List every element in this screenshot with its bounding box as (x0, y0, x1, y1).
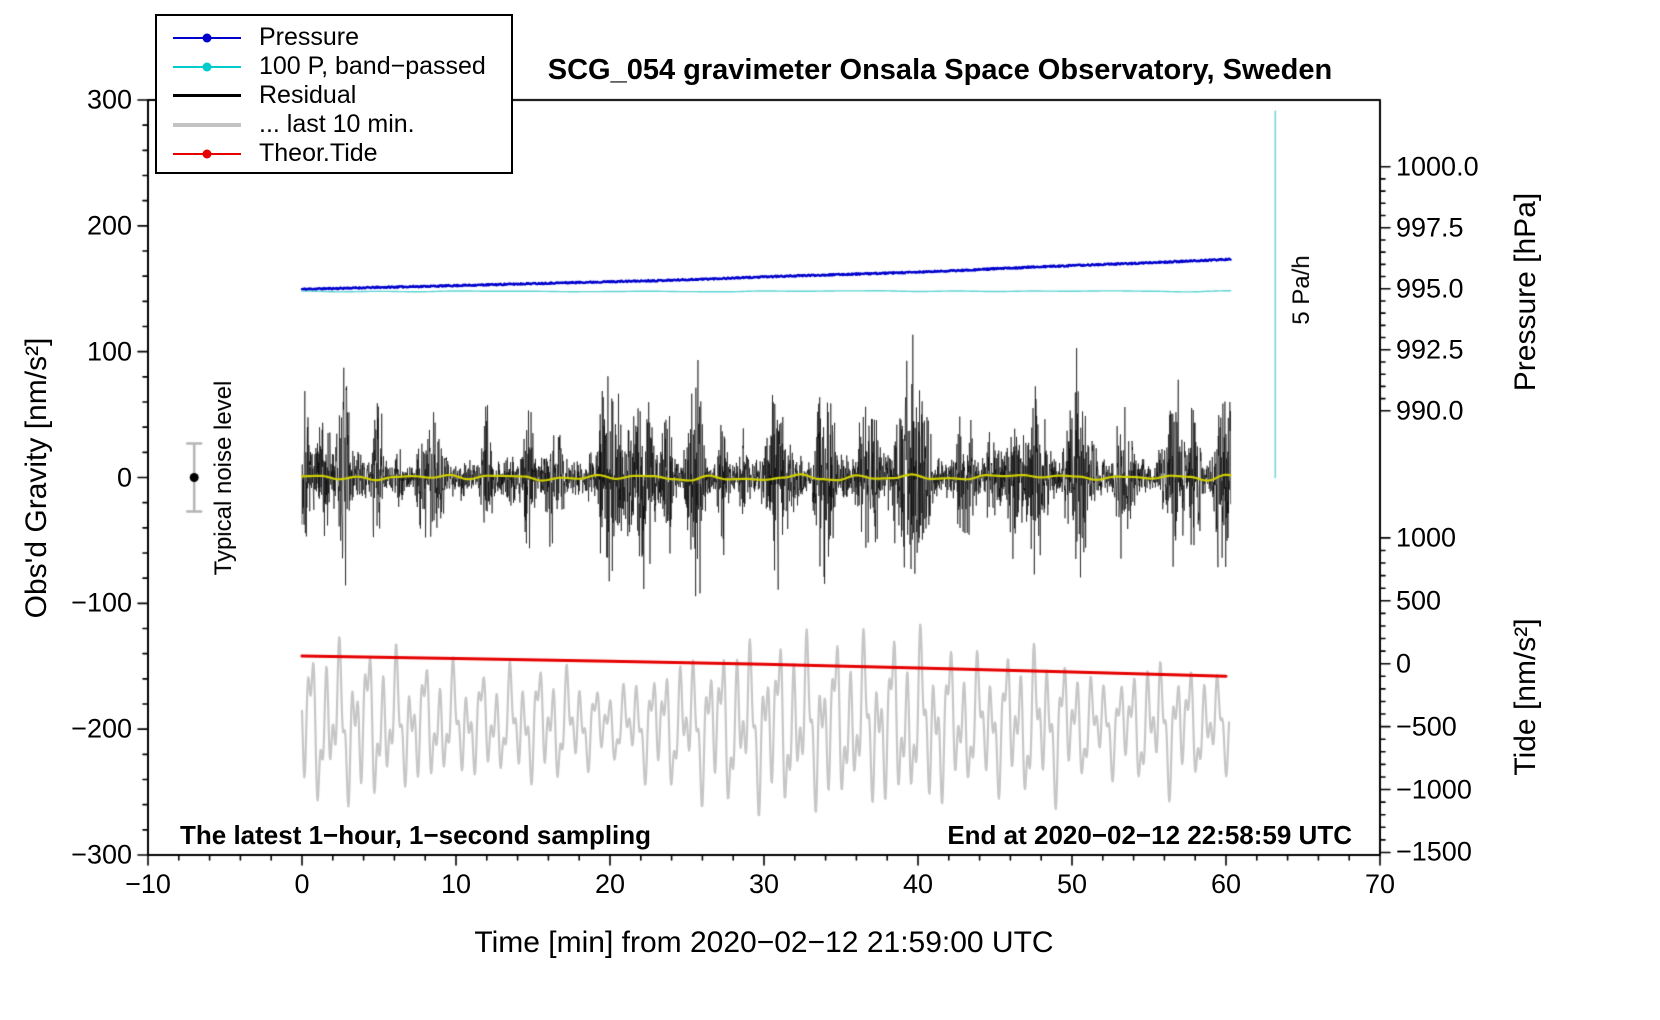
tick-label: −1500 (1396, 836, 1472, 867)
legend: Pressure 100 P, band−passed Residual... la… (155, 14, 513, 174)
tick-label: 997.5 (1396, 212, 1464, 243)
y-axis-label-gravity: Obs'd Gravity [nm/s²] (20, 337, 53, 619)
pressure-rate-label: 5 Pa/h (1288, 255, 1315, 325)
tick-label: −1000 (1396, 774, 1472, 805)
tick-label: 10 (440, 869, 472, 899)
legend-item-label: ... last 10 min. (259, 110, 415, 138)
tick-label: 50 (1056, 869, 1088, 899)
tick-label: 0 (294, 869, 310, 899)
legend-item-label: 100 P, band−passed (259, 52, 486, 80)
chart-title: SCG_054 gravimeter Onsala Space Observat… (547, 54, 1333, 86)
tick-label: 70 (1364, 869, 1396, 899)
tick-label: 990.0 (1396, 395, 1464, 426)
tick-label: 300 (86, 84, 132, 115)
legend-item: ... last 10 min. (157, 110, 511, 139)
legend-item-label: Theor.Tide (259, 139, 378, 167)
tick-label: −300 (71, 839, 132, 870)
legend-marker (173, 32, 241, 44)
tick-label: 40 (902, 869, 934, 899)
tick-label: 1000.0 (1396, 151, 1479, 182)
legend-item: 100 P, band−passed (157, 52, 511, 81)
tick-label: 20 (594, 869, 626, 899)
x-axis-label: Time [min] from 2020−02−12 21:59:00 UTC (474, 926, 1054, 959)
legend-item: Theor.Tide (157, 139, 511, 168)
tick-label: 0 (116, 462, 132, 492)
legend-marker (173, 119, 241, 131)
tick-label: 1000 (1396, 522, 1457, 553)
legend-marker (173, 148, 241, 160)
tick-label: −10 (125, 869, 171, 899)
tick-label: 30 (748, 869, 780, 899)
legend-item: Residual (157, 81, 511, 110)
tick-label: −100 (71, 587, 132, 618)
tick-label: −500 (1396, 711, 1457, 742)
tick-label: −200 (71, 713, 132, 744)
tick-label: 0 (1396, 648, 1412, 679)
tick-label: 992.5 (1396, 334, 1464, 365)
tick-label: 100 (86, 336, 132, 367)
legend-marker (173, 90, 241, 102)
noise-level-label: Typical noise level (210, 380, 237, 576)
tick-label: 500 (1396, 585, 1442, 616)
tick-label: 995.0 (1396, 273, 1464, 304)
tick-label: 200 (86, 210, 132, 241)
legend-item-label: Residual (259, 81, 357, 109)
y-axis-label-tide: Tide [nm/s²] (1509, 618, 1542, 776)
y-axis-label-pressure: Pressure [hPa] (1509, 192, 1542, 392)
tick-label: 60 (1210, 869, 1242, 899)
end-time-note: End at 2020−02−12 22:58:59 UTC (947, 820, 1352, 850)
legend-item-label: Pressure (259, 23, 360, 51)
legend-marker (173, 61, 241, 73)
sampling-note: The latest 1−hour, 1−second sampling (180, 820, 652, 850)
legend-item: Pressure (157, 23, 511, 52)
